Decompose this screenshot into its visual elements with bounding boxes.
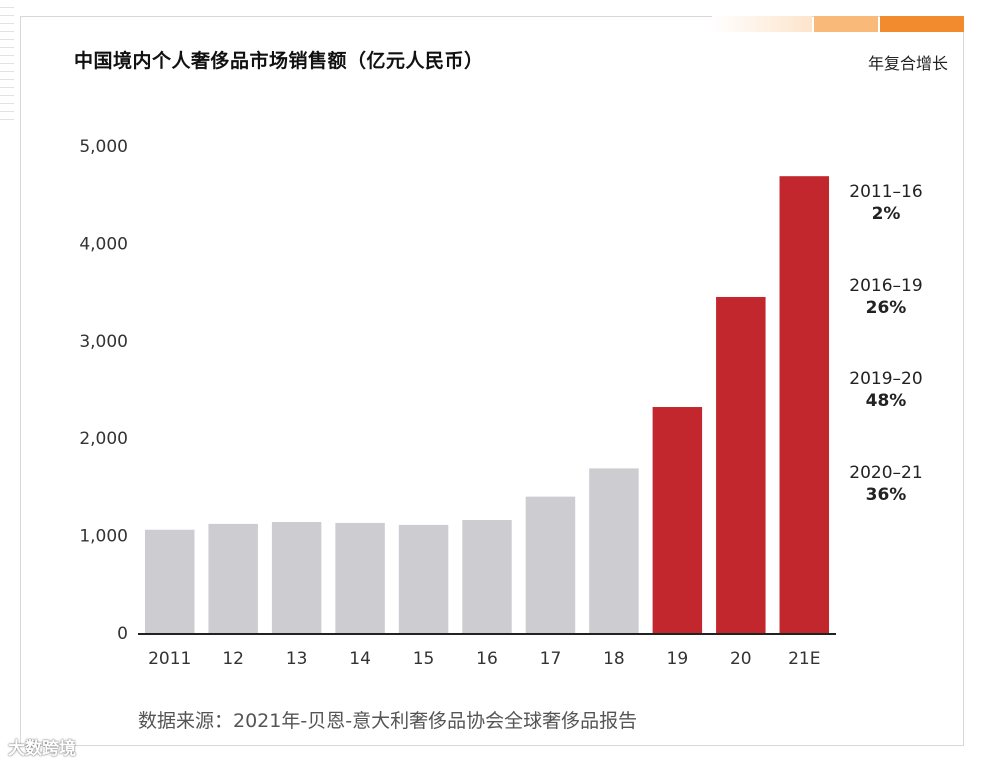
cagr-item: 2016–19 26% xyxy=(836,276,936,318)
cagr-rate: 36% xyxy=(865,485,907,505)
x-tick-label: 19 xyxy=(667,649,689,669)
accent-bar-2 xyxy=(814,16,878,32)
bar xyxy=(652,407,703,633)
left-decoration xyxy=(0,0,14,126)
cagr-title: 年复合增长 xyxy=(867,54,948,73)
cagr-item: 2020–21 36% xyxy=(836,463,936,505)
x-tick-label: 20 xyxy=(730,649,752,669)
x-tick-label: 15 xyxy=(413,649,435,669)
x-tick-label: 16 xyxy=(476,649,498,669)
bar xyxy=(208,523,258,633)
bar xyxy=(779,176,830,633)
y-tick-label: 3,000 xyxy=(79,332,128,352)
y-tick-label: 2,000 xyxy=(79,429,128,449)
x-tick-label: 14 xyxy=(349,649,371,669)
cagr-period: 2019–20 xyxy=(849,369,923,389)
bar xyxy=(525,496,576,633)
cagr-item: 2011–16 2% xyxy=(836,182,936,224)
cagr-rate: 48% xyxy=(865,391,907,411)
y-tick-label: 1,000 xyxy=(79,527,128,547)
cagr-period: 2016–19 xyxy=(849,276,923,296)
x-tick-label: 13 xyxy=(286,649,308,669)
y-tick-label: 0 xyxy=(117,624,128,644)
watermark: 大数跨境 xyxy=(8,739,76,759)
source-note: 数据来源：2021年-贝恩-意大利奢侈品协会全球奢侈品报告 xyxy=(138,710,638,732)
bar xyxy=(144,529,195,633)
cagr-rate: 2% xyxy=(871,204,901,224)
bar xyxy=(398,524,449,633)
y-tick-label: 5,000 xyxy=(79,137,128,157)
x-tick-label: 2011 xyxy=(148,649,191,669)
accent-bar-3 xyxy=(880,16,964,32)
accent-bar-1 xyxy=(712,16,812,32)
x-tick-label: 17 xyxy=(540,649,562,669)
x-tick-label: 18 xyxy=(603,649,625,669)
cagr-rate: 26% xyxy=(865,298,907,318)
cagr-period: 2011–16 xyxy=(849,182,923,202)
chart-title: 中国境内个人奢侈品市场销售额（亿元人民币） xyxy=(74,50,484,72)
cagr-item: 2019–20 48% xyxy=(836,369,936,411)
bar xyxy=(462,520,512,633)
bar xyxy=(271,521,322,633)
y-tick-label: 4,000 xyxy=(79,234,128,254)
cagr-period: 2020–21 xyxy=(849,463,923,483)
x-tick-label: 12 xyxy=(222,649,244,669)
bar xyxy=(589,468,639,633)
x-tick-label: 21E xyxy=(788,649,820,669)
bar xyxy=(716,296,766,633)
bar xyxy=(335,522,385,633)
